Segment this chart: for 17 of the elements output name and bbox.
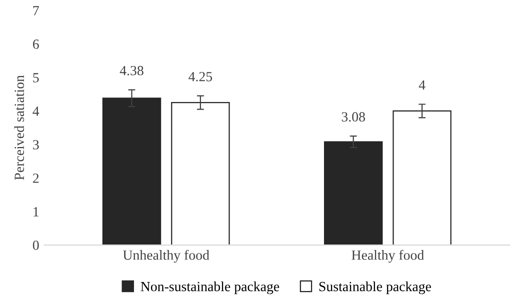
y-tick-label: 5 <box>33 73 39 82</box>
data-label: 4 <box>418 80 426 90</box>
y-tick-label: 0 <box>32 240 39 250</box>
y-tick-label: 3 <box>33 140 39 150</box>
y-axis-title: Perceived satiation <box>14 75 24 180</box>
x-tick-label: Unhealthy food <box>122 250 210 263</box>
y-tick-label: 2 <box>33 174 39 183</box>
legend-label: Sustainable package <box>319 281 431 294</box>
x-tick-label: Healthy food <box>352 250 424 263</box>
data-label: 3.08 <box>342 112 365 122</box>
legend-label: Non-sustainable package <box>140 281 280 294</box>
y-tick-label: 1 <box>34 207 39 216</box>
y-tick-label: 4 <box>32 106 40 116</box>
data-label: 4.38 <box>120 66 144 76</box>
data-label: 4.25 <box>188 72 212 82</box>
y-tick-label: 7 <box>33 6 39 16</box>
y-tick-label: 6 <box>32 40 39 49</box>
